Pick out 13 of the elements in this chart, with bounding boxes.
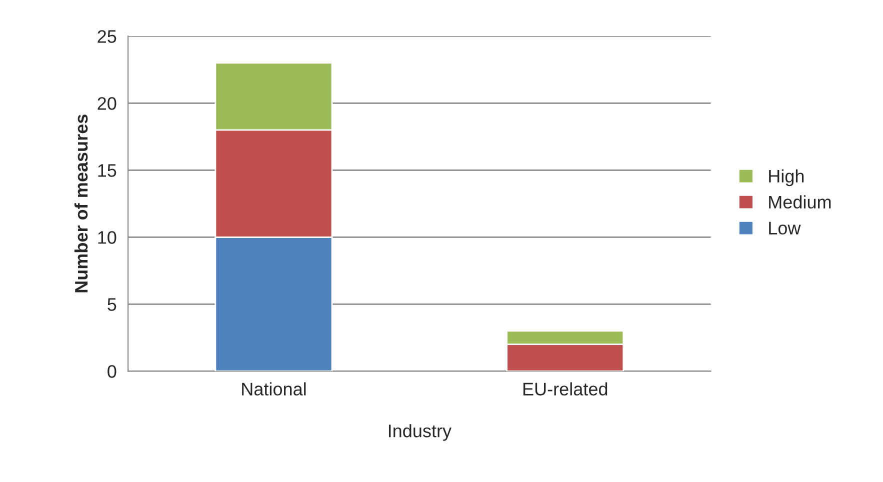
legend-label: Low [769, 222, 801, 234]
y-axis-title: Number of measures [74, 114, 88, 292]
legend-label: Medium [769, 195, 831, 209]
legend-label: High [769, 169, 804, 186]
y-tick-label: 20 [98, 97, 116, 110]
x-tick-label: EU-related [523, 382, 608, 396]
y-tick-label: 0 [108, 365, 116, 378]
y-tick-label: 15 [98, 164, 116, 177]
y-tick-label: 5 [108, 298, 116, 311]
y-tick-label: 25 [98, 30, 116, 43]
x-tick-label: National [242, 382, 306, 396]
y-tick-label: 10 [98, 231, 116, 244]
x-axis-title: Industry [388, 424, 452, 441]
